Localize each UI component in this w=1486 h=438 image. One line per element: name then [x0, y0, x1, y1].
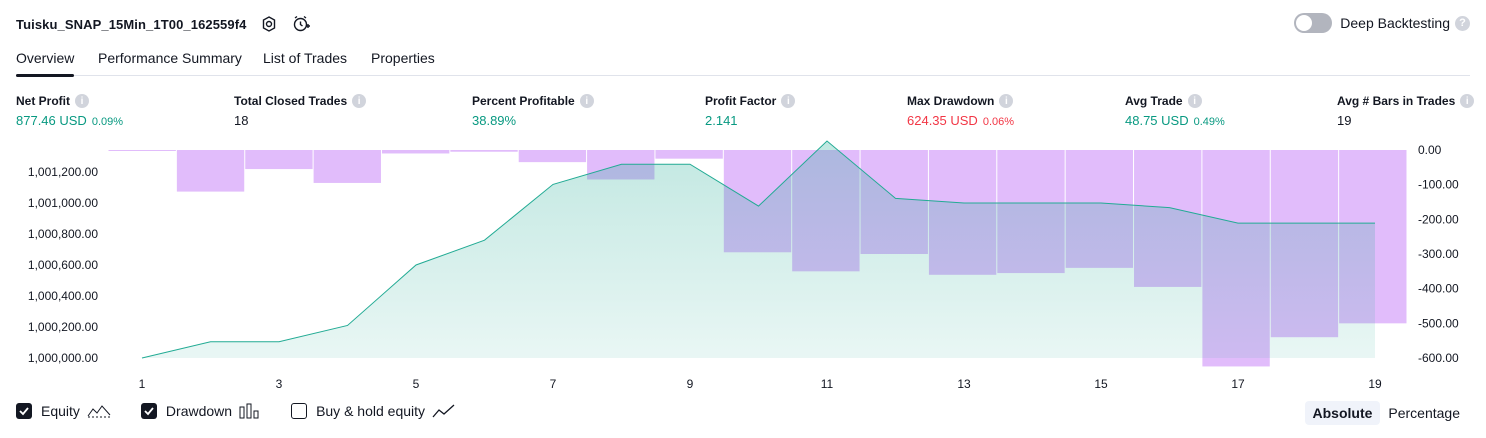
metric-label: Avg # Bars in Trades [1337, 94, 1456, 108]
right-axis-tick-label: 0.00 [1418, 143, 1442, 157]
drawdown-bar [245, 150, 313, 170]
equity-area [142, 141, 1375, 358]
legend-buy-hold[interactable]: Buy & hold equity [291, 403, 456, 419]
legend-equity[interactable]: Equity [16, 403, 111, 419]
equity-line [141, 140, 1375, 359]
drawdown-checkbox[interactable] [140, 403, 157, 419]
deep-backtesting-toggle[interactable] [1294, 13, 1333, 33]
report-header: Tuisku_SNAP_15Min_1T00_162559f4 [16, 12, 311, 36]
x-axis-tick-label: 9 [687, 377, 694, 391]
metric-value: 624.35 USD [907, 113, 978, 128]
left-axis-tick-label: 1,000,000.00 [28, 351, 98, 365]
report-tabs: Overview Performance Summary List of Tra… [16, 44, 1470, 77]
left-axis-tick-label: 1,000,800.00 [28, 227, 98, 241]
metric-value: 38.89% [472, 113, 517, 128]
metric-label: Max Drawdown [907, 94, 995, 108]
right-axis-tick-label: -300.00 [1418, 247, 1459, 261]
x-axis-tick-label: 19 [1368, 377, 1382, 391]
metric-percent: 0.09% [91, 116, 124, 128]
metric-value: 2.141 [705, 113, 738, 128]
buy-hold-label: Buy & hold equity [316, 403, 426, 419]
drawdown-bar [655, 150, 723, 159]
absolute-button[interactable]: Absolute [1304, 401, 1381, 425]
right-axis-tick-label: -600.00 [1418, 351, 1459, 365]
metric-total-closed-trades: Total Closed Trades i 18 [234, 94, 367, 128]
toggle-knob [1296, 15, 1313, 31]
metric-label: Net Profit [16, 94, 70, 108]
strategy-title: Tuisku_SNAP_15Min_1T00_162559f4 [16, 16, 247, 32]
info-icon[interactable]: i [1460, 94, 1475, 108]
drawdown-bar [313, 150, 381, 183]
tab-list-of-trades[interactable]: List of Trades [263, 50, 348, 66]
deep-backtesting: Deep Backtesting ? [1294, 13, 1470, 33]
info-icon[interactable]: i [352, 94, 367, 108]
deep-backtesting-label: Deep Backtesting [1340, 15, 1450, 31]
left-axis-tick-label: 1,000,200.00 [28, 320, 98, 334]
equity-checkbox[interactable] [16, 403, 32, 419]
equity-drawdown-chart: 1,000,000.00 1,000,200.00 1,000,400.00 1,00… [28, 140, 1459, 391]
left-axis-tick-label: 1,001,200.00 [28, 165, 98, 179]
metric-percent-profitable: Percent Profitable i 38.89% [472, 94, 594, 128]
drawdown-label: Drawdown [165, 403, 233, 419]
left-axis-tick-label: 1,000,400.00 [28, 289, 98, 303]
buy-hold-checkbox[interactable] [291, 403, 308, 419]
x-axis-tick-label: 15 [1094, 377, 1108, 391]
metric-value: 18 [234, 113, 249, 128]
value-mode-switch: Absolute Percentage [1304, 401, 1469, 425]
tab-overview[interactable]: Overview [16, 50, 75, 77]
tab-properties[interactable]: Properties [371, 50, 435, 66]
info-icon[interactable]: i [999, 94, 1014, 108]
drawdown-bar [176, 150, 245, 192]
metric-value: 48.75 USD [1125, 113, 1189, 128]
metric-net-profit: Net Profit i 877.46 USD 0.09% [16, 94, 123, 128]
drawdown-bars-icon [239, 403, 261, 419]
metric-max-drawdown: Max Drawdown i 624.35 USD 0.06% [907, 94, 1014, 128]
equity-line-icon [87, 403, 111, 419]
left-axis-tick-label: 1,000,600.00 [28, 258, 98, 272]
metric-value: 877.46 USD [16, 113, 87, 128]
metric-label: Profit Factor [705, 94, 777, 108]
metric-percent: 0.06% [982, 116, 1015, 128]
metric-value: 19 [1337, 113, 1352, 128]
drawdown-bar [450, 150, 518, 152]
right-axis-tick-label: -200.00 [1418, 212, 1459, 226]
x-axis-tick-label: 7 [550, 377, 557, 391]
legend-drawdown[interactable]: Drawdown [140, 403, 261, 419]
info-icon[interactable]: i [75, 94, 89, 108]
drawdown-bar [108, 150, 176, 151]
x-axis-tick-label: 3 [276, 377, 283, 391]
settings-icon[interactable] [260, 15, 278, 33]
metric-label: Total Closed Trades [234, 94, 348, 108]
metric-avg-trade: Avg Trade i 48.75 USD 0.49% [1125, 94, 1225, 128]
left-axis-tick-label: 1,001,000.00 [28, 196, 98, 210]
info-icon[interactable]: i [579, 94, 594, 108]
metric-label: Percent Profitable [472, 94, 575, 108]
x-axis-tick-label: 17 [1231, 377, 1245, 391]
buy-hold-line-icon [432, 403, 456, 419]
right-axis-tick-label: -500.00 [1418, 316, 1459, 330]
info-icon[interactable]: i [1187, 94, 1202, 108]
drawdown-bar [381, 150, 450, 154]
x-axis-tick-label: 5 [413, 377, 420, 391]
right-axis-tick-label: -400.00 [1418, 282, 1459, 296]
tab-performance-summary[interactable]: Performance Summary [98, 50, 242, 66]
metric-label: Avg Trade [1125, 94, 1183, 108]
x-axis-tick-label: 13 [957, 377, 971, 391]
add-alert-icon[interactable] [292, 15, 311, 33]
metric-percent: 0.49% [1193, 116, 1225, 128]
chart-legend: Equity Drawdown Buy & hold equity [16, 403, 486, 419]
x-axis-tick-label: 1 [139, 377, 146, 391]
right-axis-tick-label: -100.00 [1418, 178, 1459, 192]
drawdown-bar [518, 150, 587, 163]
equity-label: Equity [41, 403, 80, 419]
info-icon[interactable]: i [781, 94, 796, 108]
metric-avg-bars-in-trades: Avg # Bars in Trades i 19 [1337, 94, 1475, 128]
x-axis-tick-label: 11 [821, 377, 834, 391]
percentage-button[interactable]: Percentage [1388, 405, 1460, 421]
metric-profit-factor: Profit Factor i 2.141 [705, 94, 796, 128]
help-icon[interactable]: ? [1455, 15, 1470, 31]
